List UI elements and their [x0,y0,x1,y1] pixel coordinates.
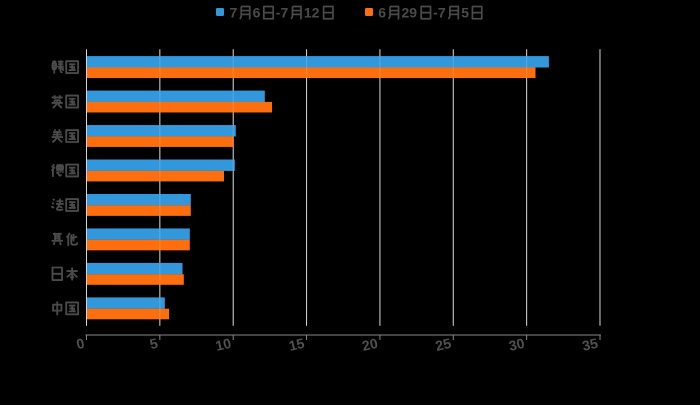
svg-text:35: 35 [581,335,600,354]
svg-text:-7: -7 [276,5,289,21]
svg-text:6: 6 [378,5,386,21]
svg-text:10: 10 [214,335,233,354]
svg-text:6: 6 [253,5,261,21]
svg-text:0: 0 [75,335,86,352]
svg-text:-7: -7 [433,5,446,21]
svg-text:12: 12 [304,5,320,21]
svg-text:15: 15 [287,335,306,354]
svg-text:5: 5 [148,335,159,352]
svg-text:29: 29 [401,5,417,21]
svg-text:30: 30 [507,335,526,354]
svg-text:25: 25 [434,335,453,354]
svg-text:5: 5 [461,5,469,21]
svg-text:7: 7 [230,5,238,21]
svg-text:20: 20 [361,335,380,354]
